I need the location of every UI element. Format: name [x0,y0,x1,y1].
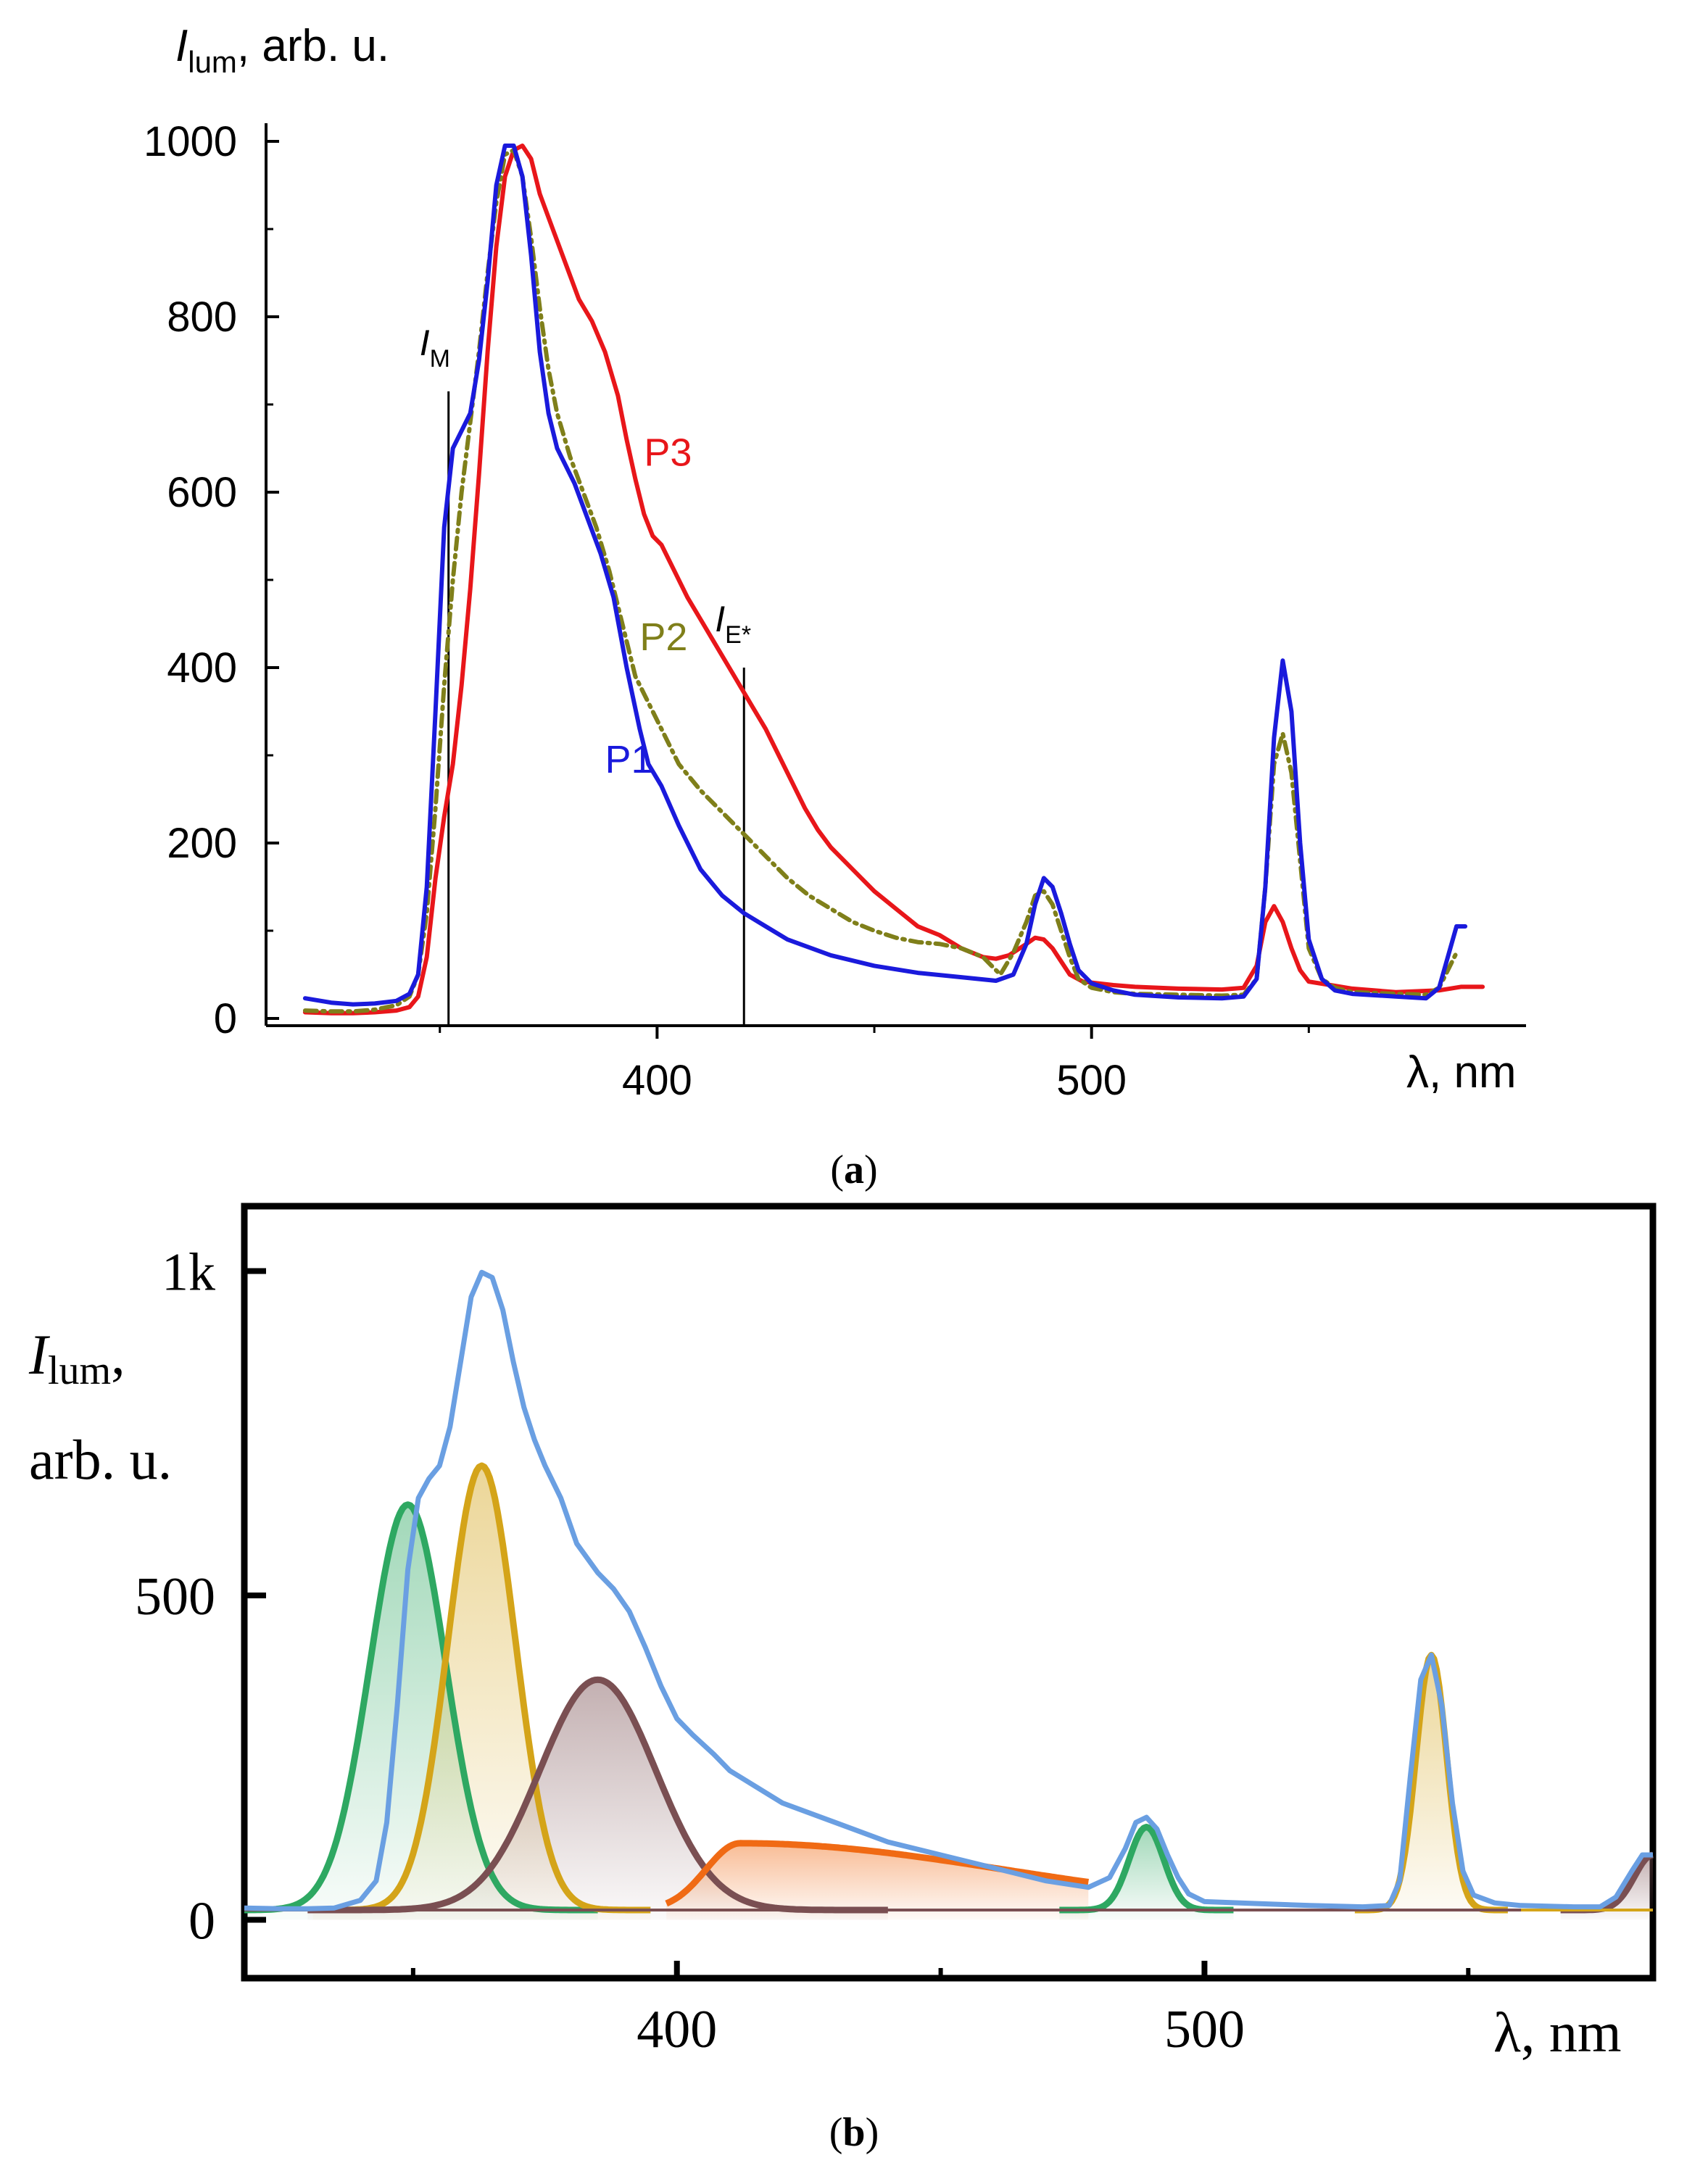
caption-open: ( [830,1147,844,1192]
y-label-subscript: lum [188,45,237,79]
marker-label-subscript: E* [725,621,751,649]
series-label-p1: P1 [605,738,652,781]
y-label-rest: , [111,1323,125,1386]
y-tick-label: 200 [167,820,237,867]
caption-open: ( [829,2110,843,2155]
marker-label-italic: I [715,599,725,639]
y-tick-label: 600 [167,469,237,516]
panel-b-envelope [244,1269,1653,1911]
y-label-italic: I [28,1323,51,1386]
panel-a-x-axis-label: λ, nm [1406,1047,1517,1097]
panel-a-series-labels: P3 P2 P1 [605,431,692,781]
caption-letter: b [842,2110,865,2155]
x-tick-label: 400 [637,2000,717,2059]
series-line-p2 [302,148,1459,1014]
caption-letter: a [844,1147,864,1192]
component-area [1560,1855,1653,1920]
panel-b-x-axis-label: λ, nm [1493,2001,1622,2064]
x-tick-label: 500 [1164,2000,1245,2059]
panel-a-caption: (a) [830,1147,877,1192]
component-area [666,1843,1089,1920]
x-tick-label: 400 [622,1057,692,1104]
component-area [307,1680,888,1920]
marker-label-italic: I [420,323,430,363]
panel-b-component-areas [244,1466,1653,1920]
panel-a-series [302,144,1485,1016]
y-tick-label: 0 [214,995,237,1042]
component-area [1059,1827,1234,1920]
y-tick-label: 400 [167,644,237,692]
component-area [1354,1655,1508,1920]
panel-b-y-axis-label: Ilum, [28,1323,125,1393]
marker-label: IE* [715,599,751,649]
y-tick-label: 500 [135,1567,215,1627]
panel-b-frame [241,1203,1657,1982]
x-tick-label: 500 [1056,1057,1127,1104]
panel-b-ticks: 1k 500 0 400 500 [135,1242,1471,2059]
y-label-subscript: lum [48,1348,111,1393]
y-tick-label: 0 [188,1891,215,1951]
panel-b-y-axis-label-line2: arb. u. [29,1428,172,1491]
series-line-p3 [302,144,1485,1016]
caption-close: ) [866,2110,879,2155]
panel-a-ticks: 0 200 400 600 800 1000 400 500 [144,118,1310,1104]
component-area [244,1504,598,1920]
y-label-italic: I [175,21,188,71]
panel-a: Ilum, arb. u. λ, nm 0 200 400 600 800 1000 400… [144,21,1526,1192]
component-area [312,1466,651,1920]
series-label-p3: P3 [644,431,692,475]
series-label-p2: P2 [639,615,687,659]
panel-a-y-axis-label: Ilum, arb. u. [175,21,389,79]
marker-label-subscript: M [430,345,450,373]
y-tick-label: 1k [162,1242,215,1302]
panel-b: 1k 500 0 400 500 Ilum, arb. u. λ, nm (b) [28,1203,1657,2155]
y-label-rest: , arb. u. [237,21,389,71]
y-tick-label: 1000 [144,118,237,165]
y-tick-label: 800 [167,294,237,341]
series-line-p1 [302,144,1468,1007]
caption-close: ) [864,1147,878,1192]
envelope-curve [244,1269,1653,1911]
panel-b-caption: (b) [829,2110,879,2155]
marker-label: IM [420,323,450,373]
